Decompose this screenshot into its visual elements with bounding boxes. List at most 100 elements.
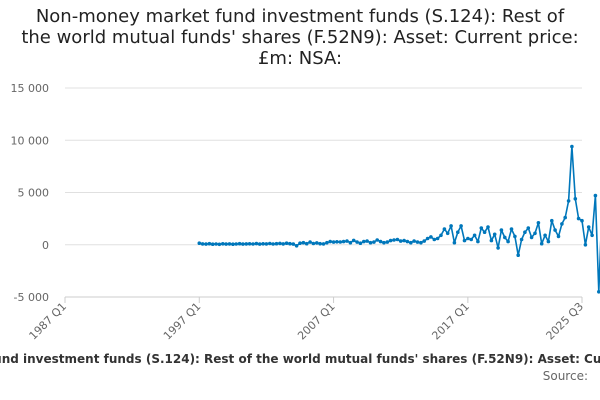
- data-point: [311, 241, 316, 246]
- data-point: [264, 242, 269, 246]
- y-tick-label: 10 000: [11, 134, 50, 147]
- data-point: [217, 242, 222, 247]
- data-point: [315, 241, 319, 245]
- data-point: [425, 236, 430, 241]
- data-point: [492, 232, 497, 237]
- x-tick-label: 2017 Q1: [429, 300, 472, 343]
- data-point: [405, 239, 410, 244]
- data-point: [318, 241, 322, 246]
- data-point: [435, 236, 440, 241]
- data-point: [566, 199, 571, 203]
- data-point: [281, 242, 286, 246]
- data-point: [294, 244, 299, 248]
- data-point: [476, 239, 480, 244]
- data-point: [445, 231, 450, 236]
- data-point: [291, 242, 296, 246]
- chart-title: Non-money market fund investment funds (…: [21, 6, 579, 69]
- data-point: [308, 240, 312, 244]
- data-point: [392, 238, 396, 242]
- data-point: [345, 239, 349, 243]
- data-point: [489, 238, 494, 243]
- y-tick-label: -5 000: [14, 291, 49, 304]
- data-point: [358, 241, 363, 245]
- data-point: [355, 240, 359, 244]
- x-axis: 1987 Q1 1997 Q1 2007 Q1 2017 Q1 2025 Q3: [27, 296, 586, 343]
- data-point: [200, 242, 205, 246]
- x-tick-label: 2007 Q1: [295, 300, 338, 343]
- data-point: [466, 236, 470, 241]
- data-point: [241, 242, 245, 246]
- x-tick-label: 1997 Q1: [161, 300, 204, 343]
- data-point: [284, 241, 289, 245]
- data-point: [237, 241, 242, 246]
- y-tick-label: 15 000: [11, 82, 50, 95]
- data-point: [503, 235, 507, 240]
- data-point: [378, 239, 383, 244]
- data-point: [288, 241, 292, 246]
- data-point: [268, 241, 272, 246]
- data-point: [506, 239, 510, 244]
- data-point: [338, 240, 343, 244]
- x-tick-label: 1987 Q1: [27, 300, 70, 343]
- data-point: [456, 230, 460, 234]
- data-point: [563, 215, 567, 220]
- data-point: [395, 237, 400, 242]
- data-point: [472, 233, 477, 238]
- data-point: [479, 226, 484, 230]
- data-point: [509, 227, 514, 231]
- data-point: [439, 233, 443, 238]
- data-point: [593, 193, 598, 198]
- data-point: [197, 241, 202, 245]
- data-point: [402, 238, 406, 243]
- data-point: [372, 240, 376, 244]
- data-point: [409, 240, 413, 245]
- data-point: [516, 253, 520, 257]
- data-point: [234, 242, 238, 246]
- source-label: Source:: [542, 369, 588, 383]
- data-point: [335, 240, 339, 244]
- data-point: [301, 240, 306, 245]
- data-point: [462, 238, 467, 243]
- data-point: [519, 237, 524, 242]
- series-line: [199, 145, 600, 293]
- data-point: [207, 241, 212, 246]
- data-point: [328, 239, 333, 244]
- data-point: [449, 224, 453, 228]
- data-point: [432, 237, 437, 242]
- data-point: [482, 230, 487, 234]
- data-point: [499, 228, 504, 232]
- data-point: [523, 230, 527, 234]
- data-point: [442, 227, 447, 231]
- data-point: [583, 243, 588, 247]
- data-point: [382, 240, 386, 245]
- data-point: [452, 240, 457, 245]
- data-point: [580, 218, 584, 223]
- data-point: [210, 242, 215, 246]
- data-point: [586, 225, 591, 229]
- y-tick-label: 0: [42, 239, 49, 252]
- data-point: [556, 234, 561, 239]
- legend: Non-money market fund investment funds (…: [0, 352, 600, 366]
- data-point: [368, 240, 373, 245]
- data-point: [570, 144, 574, 149]
- data-point: [274, 241, 279, 246]
- data-point: [304, 241, 309, 246]
- data-point: [348, 240, 353, 245]
- data-point: [415, 240, 420, 244]
- data-point: [496, 246, 500, 250]
- data-point: [214, 242, 218, 246]
- data-point: [539, 241, 544, 246]
- y-tick-label: 5 000: [18, 187, 50, 200]
- data-point: [576, 216, 581, 221]
- y-axis-ticks: 15 000 10 000 5 000 0 -5 000: [11, 82, 50, 304]
- data-point: [271, 242, 275, 246]
- data-point: [331, 240, 336, 244]
- legend-label: Non-money market fund investment funds (…: [0, 352, 600, 366]
- data-point: [429, 235, 433, 239]
- data-point: [550, 218, 554, 223]
- data-point: [221, 242, 225, 246]
- data-point: [365, 239, 369, 243]
- data-point: [526, 226, 531, 230]
- data-point: [513, 234, 517, 239]
